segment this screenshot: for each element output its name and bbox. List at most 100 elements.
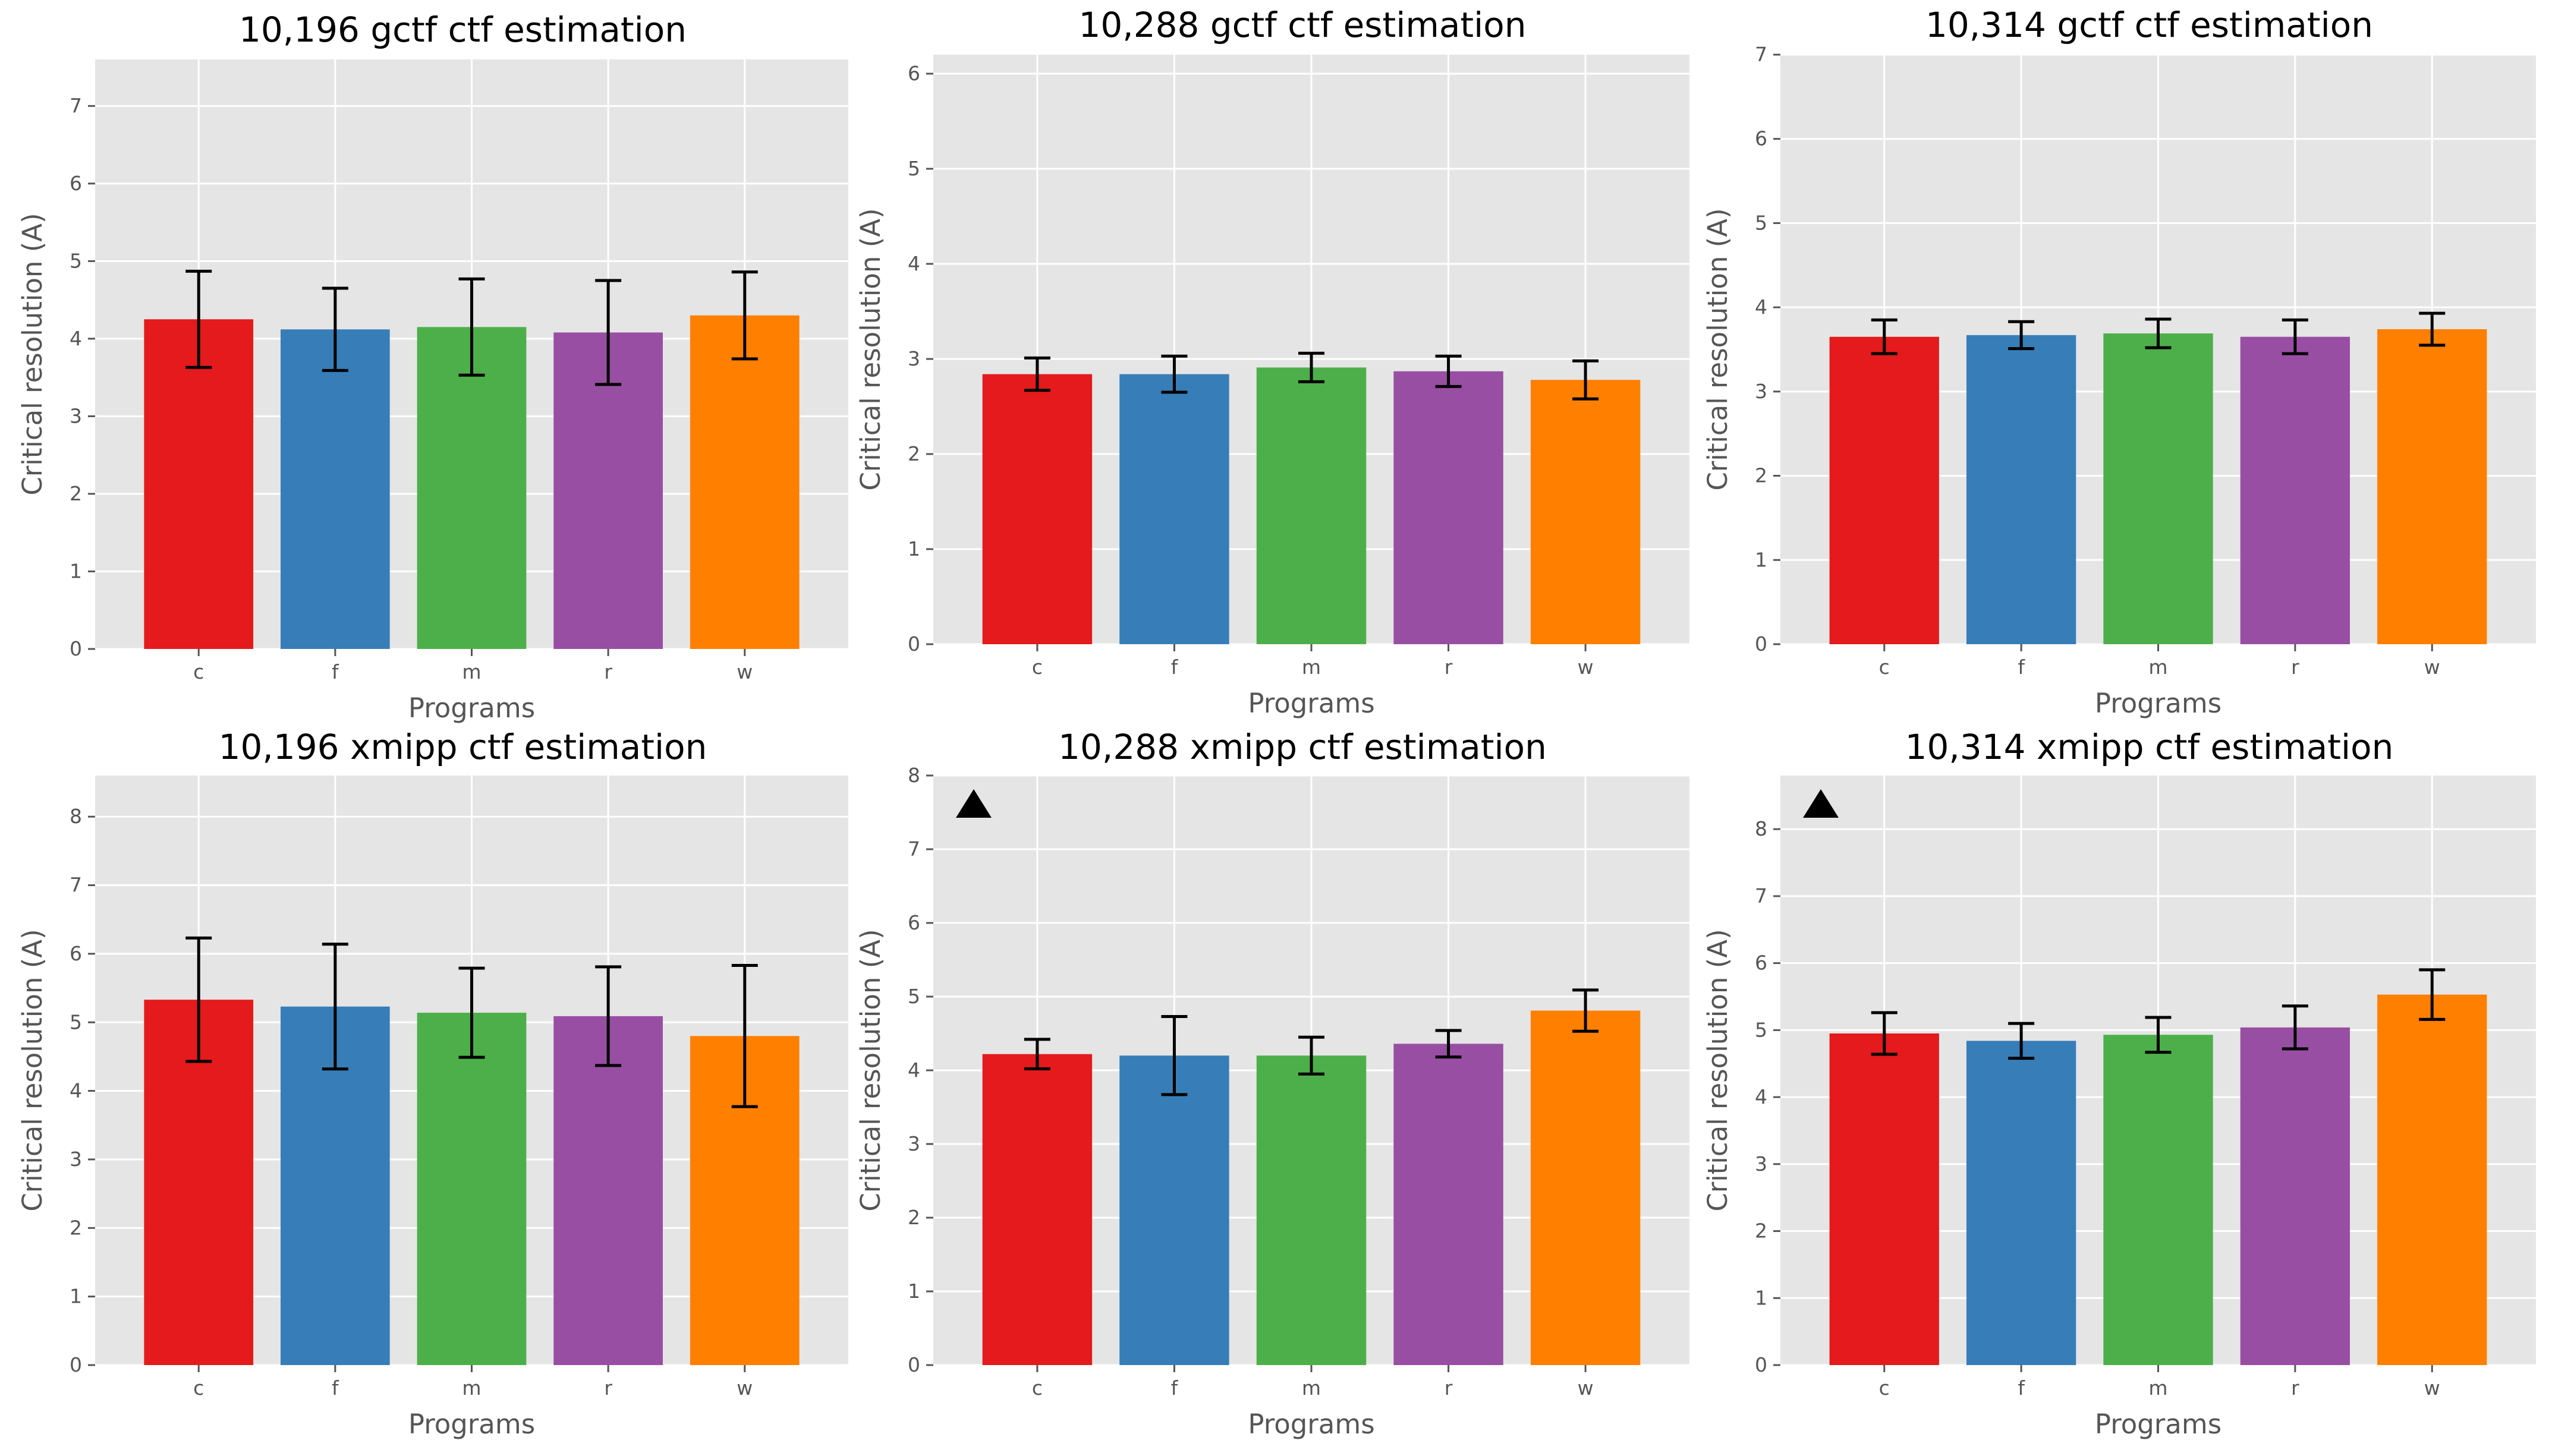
error-bar-r [595,965,622,1067]
x-axis-label: Programs [2095,688,2221,719]
bar-w [690,315,800,649]
x-tick-label: r [1445,655,1453,679]
error-bar-r [595,279,622,386]
bar-r [553,1016,663,1365]
y-tick-label: 4 [1755,295,1767,319]
x-tick-label: w [2424,655,2440,679]
x-tick-label: w [737,1376,753,1400]
x-tick-label: r [1445,1376,1453,1400]
bar-r [2240,1027,2350,1365]
y-tick-label: 4 [908,252,920,275]
y-tick-label: 5 [70,1010,82,1033]
bar-f [1119,374,1229,644]
error-bar-c [1871,1011,1898,1056]
y-tick-label: 0 [1755,1353,1767,1376]
error-bar-f [2008,1022,2035,1060]
y-tick-label: 8 [1755,817,1767,840]
x-tick-label: w [737,660,753,683]
y-tick-label: 5 [1755,211,1767,234]
y-tick-label: 3 [908,1132,920,1155]
y-axis-label: Critical resolution (A) [17,929,48,1211]
x-tick-label: m [462,1376,481,1400]
chart-title: 10,314 xmipp ctf estimation [1905,727,2394,767]
triangle-marker-icon [956,789,992,818]
error-bar-r [1435,354,1462,388]
error-bar-w [1572,988,1599,1033]
bar-m [1256,367,1367,644]
bar-m [1256,1055,1367,1365]
x-tick-label: c [1879,655,1890,679]
error-bar-w [2419,311,2446,347]
bar-w [1530,1010,1641,1365]
y-tick-label: 2 [908,1206,920,1229]
chart-panel-4: 0 1 2 3 4 5 6 7 8 c f m r w 10,196 xmipp ctf estimatio… [17,727,848,1440]
error-bar-w [731,964,758,1108]
y-tick-label: 7 [908,837,920,861]
y-axis-label: Critical resolution (A) [1702,929,1733,1211]
bar-m [417,327,527,649]
error-bar-w [731,270,758,361]
triangle-marker-icon [1803,789,1839,818]
x-tick-label: c [1879,1376,1890,1400]
y-tick-label: 5 [70,249,82,272]
y-tick-label: 1 [70,559,82,582]
y-tick-label: 0 [70,637,82,660]
bar-c [144,319,254,649]
x-tick-label: r [604,660,612,683]
x-tick-label: r [2291,655,2299,679]
x-tick-label: m [2148,1376,2167,1400]
bar-w [2377,994,2487,1365]
error-bar-c [1871,318,1898,355]
x-tick-label: c [1032,655,1043,679]
y-tick-label: 2 [70,482,82,505]
x-tick-label: c [193,1376,204,1400]
error-bar-m [458,966,485,1059]
error-bar-f [1161,354,1188,394]
bar-m [2103,333,2213,644]
bar-c [1829,336,1939,644]
bar-r [1393,1044,1503,1365]
x-tick-label: m [462,660,481,683]
x-tick-label: w [2424,1376,2440,1400]
y-tick-label: 1 [908,537,920,560]
x-tick-label: f [332,660,339,683]
x-axis-label: Programs [1248,1408,1374,1440]
error-bar-f [322,286,348,372]
bar-r [1393,371,1503,644]
y-tick-label: 5 [908,985,920,1008]
y-tick-label: 0 [70,1353,82,1376]
error-bar-w [1572,359,1599,401]
y-tick-label: 6 [1755,951,1767,975]
error-bar-m [458,277,485,377]
bar-f [1966,335,2076,644]
bar-f [280,329,390,649]
chart-title: 10,314 gctf ctf estimation [1925,5,2373,45]
y-tick-label: 3 [908,347,920,370]
y-tick-label: 3 [70,404,82,427]
chart-title: 10,196 xmipp ctf estimation [219,727,707,767]
x-tick-label: m [2148,655,2167,679]
error-bar-c [185,269,212,369]
y-tick-label: 3 [1755,380,1767,403]
y-tick-label: 4 [1755,1085,1767,1108]
y-axis-label: Critical resolution (A) [855,208,886,490]
y-tick-label: 4 [70,327,82,350]
x-tick-label: m [1302,655,1321,679]
x-tick-label: c [1032,1376,1043,1400]
x-tick-label: c [193,660,204,683]
y-axis-label: Critical resolution (A) [17,213,48,495]
x-axis-label: Programs [2095,1408,2221,1440]
y-tick-label: 0 [908,1353,920,1376]
x-tick-label: f [2018,1376,2025,1400]
y-tick-label: 6 [908,911,920,934]
y-tick-label: 1 [1755,1286,1767,1309]
error-bar-r [2282,318,2308,355]
y-tick-label: 4 [908,1058,920,1082]
y-tick-label: 3 [70,1148,82,1171]
bar-c [1829,1033,1939,1365]
x-tick-label: m [1302,1376,1321,1400]
bar-w [2377,329,2487,644]
chart-panel-5: 0 1 2 3 4 5 6 7 8 c f m r w 10,288 xmipp ctf estimatio… [855,727,1689,1440]
error-bar-m [1298,351,1324,383]
